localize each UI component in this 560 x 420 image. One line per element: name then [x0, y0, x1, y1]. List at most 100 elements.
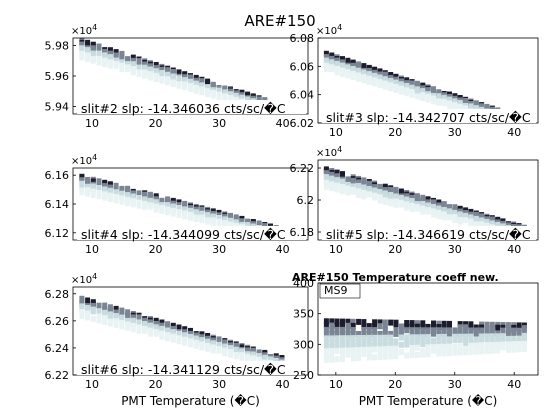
heatmap-cell	[366, 354, 372, 361]
heatmap-cell	[85, 180, 91, 187]
heatmap-cell	[340, 356, 345, 362]
heatmap-cell	[350, 188, 356, 195]
heatmap-cell	[361, 64, 367, 71]
heatmap-cell	[436, 330, 442, 337]
heatmap-cell	[350, 318, 356, 325]
heatmap-cell	[436, 347, 442, 354]
y-tick-label: 6.26	[45, 315, 70, 328]
heatmap-cell	[463, 336, 469, 343]
heatmap-cell	[350, 355, 356, 362]
heatmap-cell	[159, 70, 165, 76]
heatmap-cell	[356, 318, 362, 325]
heatmap-cell	[323, 339, 329, 346]
heatmap-cell	[222, 96, 228, 102]
heatmap-cell	[107, 315, 113, 321]
annotation-bg	[322, 109, 536, 123]
x-axis-label: PMT Temperature (�C)	[359, 394, 498, 408]
heatmap-cell	[404, 338, 410, 344]
heatmap-cell	[329, 348, 335, 355]
heatmap-cell	[463, 349, 469, 356]
heatmap-cell	[113, 182, 119, 189]
heatmap-cell	[113, 197, 119, 204]
heatmap-cell	[199, 217, 205, 224]
heatmap-cell	[436, 320, 442, 327]
heatmap-cell	[447, 327, 452, 334]
y-tick-label: 300	[293, 338, 314, 351]
heatmap-cell	[425, 204, 431, 210]
heatmap-cell	[125, 66, 131, 73]
x-tick-label: 40	[276, 117, 290, 130]
heatmap-cell	[463, 327, 469, 334]
heatmap-cell	[468, 330, 474, 337]
heatmap-cell	[113, 313, 119, 319]
heatmap-cell	[393, 349, 399, 356]
heatmap-cell	[262, 356, 268, 362]
heatmap-cell	[205, 218, 211, 225]
heatmap-cell	[90, 192, 96, 198]
heatmap-cell	[130, 69, 136, 76]
heatmap-cell	[130, 54, 136, 61]
heatmap-cell	[398, 334, 404, 341]
heatmap-cell	[505, 330, 511, 337]
heatmap-cell	[447, 320, 452, 327]
heatmap-cell	[372, 354, 378, 361]
panel-annotation: slit#2 slp: -14.346036 cts/sc/�C	[81, 101, 286, 116]
heatmap-cell	[113, 186, 119, 192]
heatmap-cell	[334, 182, 340, 189]
heatmap-cell	[210, 219, 216, 226]
heatmap-cell	[377, 346, 383, 353]
heatmap-cell	[79, 54, 85, 61]
heatmap-cell	[130, 193, 136, 200]
heatmap-cell	[345, 326, 351, 333]
heatmap-cell	[350, 351, 356, 358]
x-axis-label: PMT Temperature (�C)	[121, 394, 260, 408]
heatmap-cell	[329, 66, 335, 72]
heatmap-cell	[409, 91, 415, 98]
heatmap-cell	[431, 330, 436, 337]
heatmap-cell	[377, 334, 383, 341]
heatmap-cell	[382, 319, 388, 326]
heatmap-cell	[457, 343, 463, 350]
heatmap-cell	[457, 218, 463, 225]
heatmap-cell	[377, 323, 383, 330]
panel-annotation: slit#3 slp: -14.342707 cts/sc/�C	[326, 110, 531, 125]
heatmap-cell	[457, 333, 463, 340]
figure-title: ARE#150	[244, 12, 315, 30]
heatmap-cell	[382, 83, 388, 90]
heatmap-cell	[345, 331, 351, 338]
heatmap-cell	[356, 343, 362, 350]
x-tick-label: 40	[507, 126, 521, 139]
heatmap-cell	[329, 343, 335, 350]
heatmap-cell	[409, 330, 415, 337]
x-tick-label: 20	[388, 243, 402, 256]
x-tick-label: 20	[149, 378, 163, 391]
heatmap-cell	[452, 337, 458, 343]
heatmap-cell	[96, 193, 102, 200]
heatmap-cell	[142, 66, 148, 73]
heatmap-cell	[382, 199, 388, 205]
heatmap-cell	[329, 339, 335, 346]
heatmap-cell	[153, 62, 159, 68]
heatmap-cell	[153, 330, 159, 337]
heatmap-cell	[388, 85, 394, 92]
heatmap-cell	[350, 347, 356, 354]
heatmap-cell	[125, 309, 131, 316]
heatmap-cell	[85, 314, 91, 321]
heatmap-cell	[350, 70, 356, 77]
heatmap-cell	[245, 356, 251, 363]
heatmap-cell	[431, 344, 436, 351]
x-tick-label: 30	[448, 126, 462, 139]
heatmap-cell	[377, 342, 383, 349]
heatmap-cell	[447, 214, 452, 221]
heatmap-cell	[130, 201, 136, 208]
heatmap-cell	[102, 61, 108, 68]
heatmap-cell	[404, 90, 410, 97]
heatmap-cell	[457, 330, 463, 337]
heatmap-cell	[205, 80, 211, 86]
heatmap-cell	[340, 347, 345, 354]
heatmap-cell	[356, 192, 362, 198]
heatmap-cell	[484, 321, 490, 328]
heatmap-cell	[382, 353, 388, 360]
